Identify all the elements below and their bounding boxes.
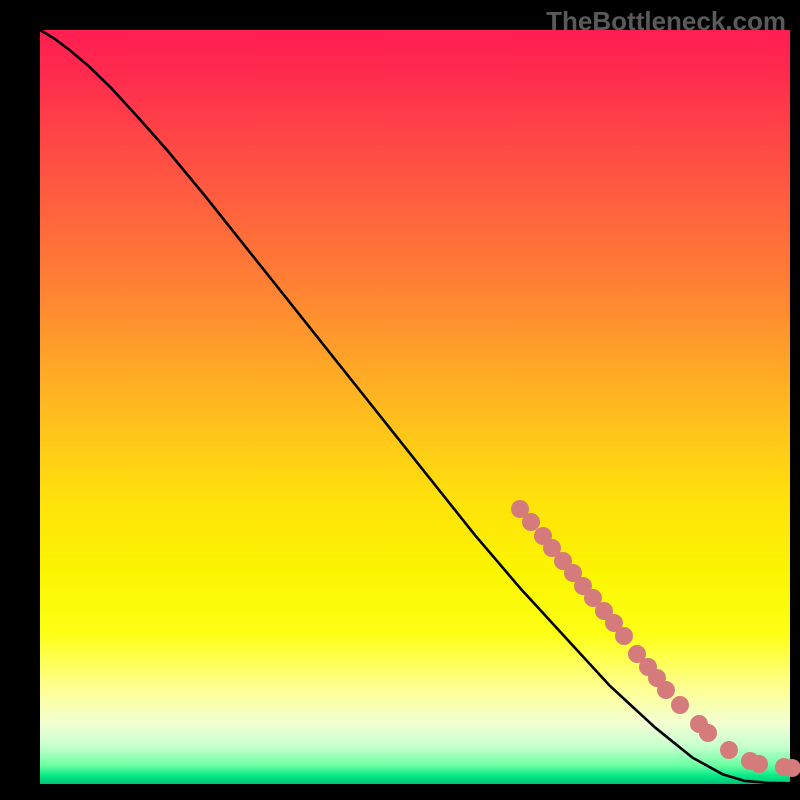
plot-area (40, 30, 790, 784)
data-point (783, 759, 800, 777)
chart-stage: TheBottleneck.com (0, 0, 800, 800)
data-point (720, 741, 738, 759)
data-point (750, 755, 768, 773)
data-point (699, 724, 717, 742)
watermark-text: TheBottleneck.com (546, 6, 786, 37)
data-point (615, 627, 633, 645)
data-point (671, 696, 689, 714)
data-point (657, 681, 675, 699)
data-points-layer (40, 30, 790, 784)
